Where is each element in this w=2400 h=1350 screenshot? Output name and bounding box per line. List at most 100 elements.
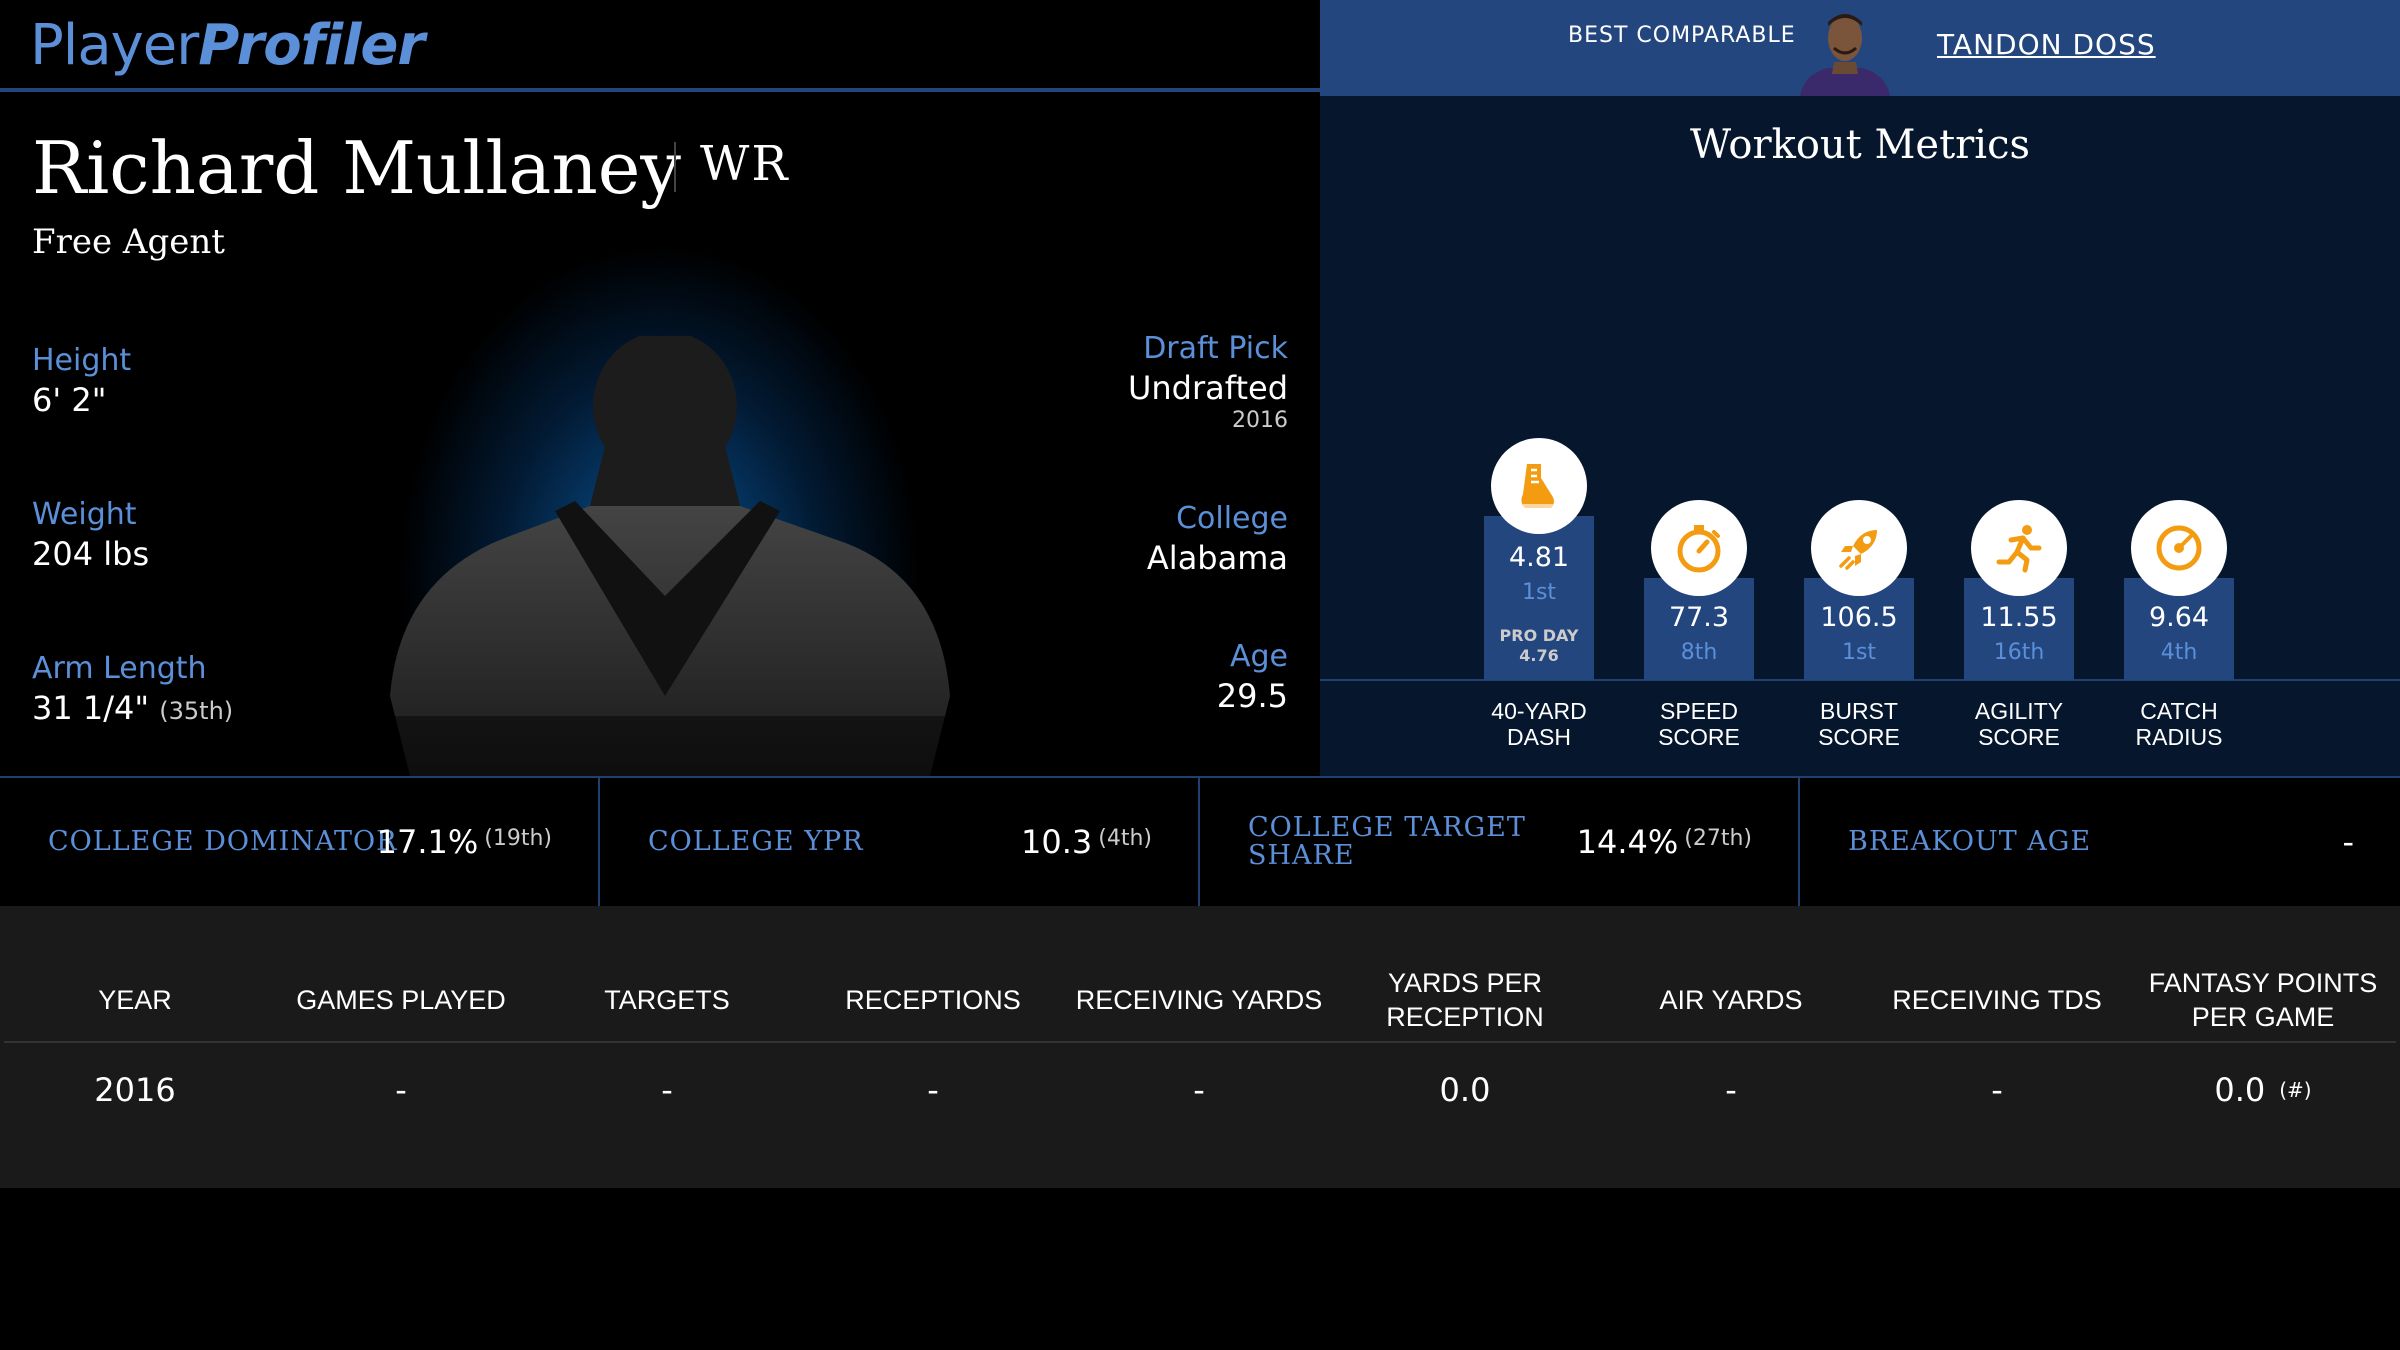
- table-header-receiving-yards[interactable]: RECEIVING YARDS: [1075, 985, 1323, 1015]
- breakout-age-cell: BREAKOUT AGE -: [1800, 778, 2400, 906]
- metric-bar: [1484, 516, 1594, 680]
- college-ypr-value: 10.3 (4th): [1021, 778, 1152, 906]
- arm-length-rank: (35th): [159, 697, 234, 725]
- draft-year: 2016: [1232, 408, 1288, 433]
- table-header-year[interactable]: YEAR: [98, 985, 172, 1015]
- college-target-share-cell: COLLEGE TARGET SHARE 14.4% (27th): [1200, 778, 1800, 906]
- college-label: College: [1176, 501, 1288, 536]
- player-silhouette: [360, 331, 980, 776]
- stopwatch-icon: [1651, 500, 1747, 596]
- table-header-receiving-tds[interactable]: RECEIVING TDS: [1892, 985, 2102, 1015]
- age-stat: Age 29.5: [1217, 638, 1288, 716]
- arm-length-stat: Arm Length 31 1/4" (35th): [32, 650, 233, 731]
- rocket-icon: [1811, 500, 1907, 596]
- table-header-air-yards[interactable]: AIR YARDS: [1659, 985, 1803, 1015]
- metrics-baseline: [1320, 679, 2400, 681]
- metric-value: 77.3: [1668, 602, 1730, 633]
- top-bar: PlayerProfiler: [0, 0, 1320, 92]
- cell-fantasy-points: 0.0 (#): [2128, 1050, 2398, 1130]
- metric-label: CATCH RADIUS: [2135, 698, 2223, 750]
- best-comparable-bar: BEST COMPARABLE TANDON DOSS: [1320, 0, 2400, 96]
- table-header-games-played[interactable]: GAMES PLAYED: [296, 985, 506, 1015]
- pro-day-value: 4.76: [1519, 646, 1559, 665]
- value: 17.1%: [376, 823, 479, 861]
- height-label: Height: [32, 343, 132, 378]
- college-stat: College Alabama: [1147, 500, 1288, 578]
- draft-pick-stat: Draft Pick Undrafted 2016: [1128, 330, 1288, 434]
- metric-value: 11.55: [1980, 602, 2058, 633]
- logo[interactable]: PlayerProfiler: [30, 13, 425, 78]
- workout-metrics-title: Workout Metrics: [1689, 122, 2031, 168]
- metric-label: BURST SCORE: [1818, 698, 1900, 750]
- table-header-fantasy-points[interactable]: FANTASY POINTS PER GAME: [2148, 968, 2378, 1032]
- fantasy-points-value: 0.0: [2214, 1071, 2266, 1109]
- value: 14.4%: [1576, 823, 1679, 861]
- value: -: [2342, 823, 2354, 861]
- cell-games-played: -: [395, 1071, 407, 1109]
- college-target-share-label: COLLEGE TARGET SHARE: [1248, 812, 1526, 871]
- table-header-targets[interactable]: TARGETS: [604, 985, 730, 1015]
- breakout-age-value: -: [2342, 778, 2354, 906]
- player-team: Free Agent: [32, 222, 225, 262]
- cell-year: 2016: [94, 1071, 176, 1109]
- target-icon: [2131, 500, 2227, 596]
- cell-air-yards: -: [1725, 1071, 1737, 1109]
- name-divider: [674, 142, 676, 192]
- table-divider: [4, 1041, 2396, 1043]
- college-dominator-value: 17.1% (19th): [377, 778, 552, 906]
- height-value: 6' 2": [32, 381, 107, 419]
- breakout-age-label: BREAKOUT AGE: [1848, 826, 2092, 857]
- cell-receiving-tds: -: [1991, 1071, 2003, 1109]
- metric-label: SPEED SCORE: [1658, 698, 1740, 750]
- logo-text-profiler: Profiler: [198, 13, 425, 78]
- arm-length-number: 31 1/4": [32, 689, 150, 727]
- table-header-yards-per-reception[interactable]: YARDS PER RECEPTION: [1386, 968, 1544, 1032]
- college-value: Alabama: [1146, 539, 1288, 577]
- metric-rank: 1st: [1841, 640, 1877, 665]
- draft-pick-value: Undrafted: [1127, 369, 1288, 407]
- season-stats-table: YEAR GAMES PLAYED TARGETS RECEPTIONS REC…: [0, 906, 2400, 1188]
- metric-value: 9.64: [2148, 602, 2210, 633]
- rank: (27th): [1684, 825, 1752, 851]
- value: 10.3: [1021, 823, 1093, 861]
- player-position: WR: [700, 136, 790, 192]
- college-target-share-value: 14.4% (27th): [1577, 778, 1752, 906]
- logo-text-player: Player: [30, 13, 199, 78]
- comparable-player-avatar: [1790, 4, 1900, 96]
- metric-label: AGILITY SCORE: [1974, 698, 2064, 750]
- pro-day-label: PRO DAY: [1499, 626, 1579, 645]
- shoe-icon: [1491, 438, 1587, 534]
- runner-icon: [1971, 500, 2067, 596]
- cell-receptions: -: [927, 1071, 939, 1109]
- rank: (4th): [1098, 825, 1152, 851]
- weight-stat: Weight 204 lbs: [32, 496, 149, 574]
- workout-metrics-panel: Workout Metrics 4.81 1st PRO DAY 4.76 40…: [1320, 96, 2400, 776]
- arm-length-label: Arm Length: [32, 651, 207, 686]
- player-panel: Richard Mullaney WR Free Agent Height 6'…: [0, 96, 1320, 776]
- fantasy-points-rank: (#): [2279, 1078, 2312, 1102]
- arm-length-value: 31 1/4" (35th): [32, 688, 233, 731]
- cell-yards-per-reception: 0.0: [1439, 1071, 1491, 1109]
- metric-rank: 16th: [1993, 640, 2045, 665]
- height-stat: Height 6' 2": [32, 342, 131, 420]
- metric-value: 106.5: [1820, 602, 1898, 633]
- cell-targets: -: [661, 1071, 673, 1109]
- table-header-receptions[interactable]: RECEPTIONS: [845, 985, 1021, 1015]
- player-name: Richard Mullaney: [32, 126, 681, 210]
- weight-value: 204 lbs: [32, 535, 150, 573]
- college-ypr-cell: COLLEGE YPR 10.3 (4th): [600, 778, 1200, 906]
- draft-pick-label: Draft Pick: [1143, 331, 1288, 366]
- best-comparable-link[interactable]: TANDON DOSS: [1937, 28, 2156, 61]
- metric-rank: 1st: [1521, 580, 1557, 605]
- metric-label: 40-YARD DASH: [1491, 698, 1587, 750]
- age-value: 29.5: [1216, 677, 1288, 715]
- rank: (19th): [484, 825, 552, 851]
- college-dominator-cell: COLLEGE DOMINATOR 17.1% (19th): [0, 778, 600, 906]
- age-label: Age: [1229, 639, 1288, 674]
- cell-receiving-yards: -: [1193, 1071, 1205, 1109]
- weight-label: Weight: [32, 497, 137, 532]
- college-dominator-label: COLLEGE DOMINATOR: [48, 826, 398, 857]
- best-comparable-label: BEST COMPARABLE: [1568, 23, 1796, 48]
- college-ypr-label: COLLEGE YPR: [648, 826, 864, 857]
